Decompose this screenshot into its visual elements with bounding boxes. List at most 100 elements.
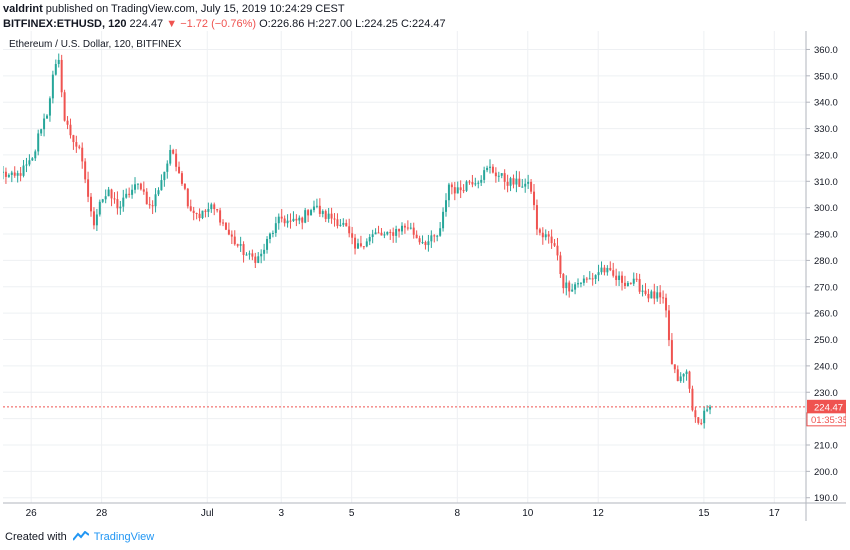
y-tick-label: 320.0 — [814, 150, 838, 161]
candle-body — [465, 181, 468, 191]
candle-body — [172, 149, 175, 154]
x-tick-label: Jul — [201, 508, 214, 519]
created-with-text: Created with — [5, 531, 67, 543]
candle-body — [336, 219, 339, 226]
candle-body — [78, 146, 81, 148]
candle-body — [533, 191, 536, 206]
candle-body — [577, 283, 580, 285]
y-tick-label: 310.0 — [814, 177, 838, 188]
candle-body — [618, 275, 621, 280]
axes: 190.0200.0210.0220.0230.0240.0250.0260.0… — [3, 31, 848, 521]
x-tick-label: 17 — [769, 508, 781, 519]
y-tick-label: 360.0 — [814, 45, 838, 56]
candle-body — [409, 227, 412, 229]
candle-body — [98, 201, 101, 215]
candle-body — [4, 171, 7, 177]
candle-body — [506, 181, 509, 186]
candle-body — [521, 186, 524, 188]
candle-body — [175, 153, 178, 167]
candle-body — [104, 196, 107, 200]
candle-body — [667, 310, 670, 341]
candle-body — [709, 406, 712, 410]
candle-body — [489, 166, 492, 168]
candle-body — [298, 217, 301, 221]
candle-body — [304, 210, 307, 223]
candle-body — [430, 235, 433, 242]
candle-body — [509, 178, 512, 186]
candle-body — [641, 290, 644, 292]
publish-line: valdrint published on TradingView.com, J… — [3, 2, 446, 17]
y-tick-label: 210.0 — [814, 440, 838, 451]
candle-body — [600, 267, 603, 273]
candle-body — [421, 242, 424, 244]
price-chart[interactable]: Ethereum / U.S. Dollar, 120, BITFINEX 19… — [2, 31, 848, 521]
candle-body — [128, 193, 131, 195]
candle-body — [418, 238, 421, 243]
candle-body — [453, 187, 456, 194]
candle-body — [582, 278, 585, 283]
candle-body — [665, 297, 668, 311]
candle-body — [72, 135, 75, 143]
candle-body — [541, 232, 544, 238]
y-tick-label: 340.0 — [814, 98, 838, 109]
candle-body — [37, 133, 40, 152]
candle-body — [198, 213, 201, 219]
candle-body — [236, 244, 239, 246]
candle-body — [330, 213, 333, 219]
candle-body — [242, 244, 245, 255]
candle-body — [638, 279, 641, 292]
candle-body — [579, 282, 582, 284]
candle-body — [157, 190, 160, 195]
candle-body — [227, 229, 230, 235]
tradingview-brand[interactable]: TradingView — [93, 531, 155, 543]
candle-body — [219, 210, 222, 223]
candle-body — [63, 92, 66, 121]
x-tick-label: 3 — [278, 508, 284, 519]
candle-body — [101, 199, 104, 202]
candle-body — [318, 205, 321, 214]
candle-body — [348, 226, 351, 234]
candle-body — [538, 229, 541, 233]
candle-body — [321, 211, 324, 214]
y-tick-label: 190.0 — [814, 493, 838, 504]
candle-body — [178, 166, 181, 174]
x-tick-label: 10 — [522, 508, 534, 519]
candle-body — [386, 231, 389, 235]
candle-body — [160, 180, 163, 191]
candle-body — [10, 172, 13, 175]
candle-body — [139, 183, 142, 190]
candle-body — [574, 284, 577, 290]
candle-body — [354, 237, 357, 249]
candle-body — [2, 171, 4, 173]
candle-body — [371, 234, 374, 238]
candle-body — [535, 205, 538, 230]
candle-body — [553, 243, 556, 246]
candle-body — [87, 179, 90, 197]
y-tick-label: 300.0 — [814, 203, 838, 214]
candle-body — [544, 234, 547, 238]
ohlc-values: O:226.86 H:227.00 L:224.25 C:224.47 — [259, 18, 446, 30]
candle-body — [43, 118, 46, 130]
candle-body — [594, 275, 597, 279]
candle-body — [621, 275, 624, 283]
chart-frame: Ethereum / U.S. Dollar, 120, BITFINEX 19… — [2, 31, 848, 521]
tradingview-logo-icon — [72, 531, 89, 541]
publish-info: published on TradingView.com, July 15, 2… — [45, 3, 345, 15]
price-change: ▼ −1.72 (−0.76%) — [166, 18, 257, 30]
candle-body — [400, 225, 403, 232]
candle-body — [562, 274, 565, 289]
candle-body — [442, 211, 445, 229]
candle-body — [609, 267, 612, 271]
candle-body — [75, 142, 78, 147]
x-tick-label: 12 — [593, 508, 605, 519]
candle-body — [623, 282, 626, 286]
candle-body — [606, 267, 609, 273]
candle-body — [591, 278, 594, 280]
author-name[interactable]: valdrint — [3, 3, 43, 15]
y-tick-label: 250.0 — [814, 335, 838, 346]
candle-body — [163, 171, 166, 181]
candle-body — [107, 189, 110, 197]
countdown-label: 01:35:35 — [811, 415, 846, 426]
candle-body — [547, 234, 550, 237]
candle-body — [626, 282, 629, 286]
